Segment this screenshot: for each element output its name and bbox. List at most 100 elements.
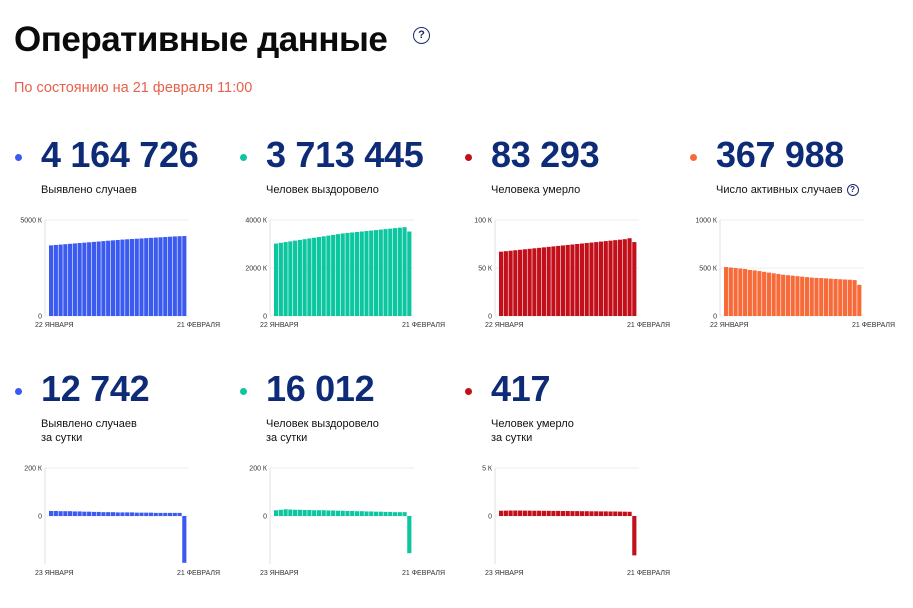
bar: [153, 512, 158, 516]
bar: [551, 510, 556, 516]
bar: [335, 234, 341, 316]
bar: [762, 271, 767, 316]
chart-total-recovered: 0 2000 К 4000 К 22 ЯНВАРЯ 21 ФЕВРАЛЯ: [245, 218, 445, 330]
bar: [278, 509, 283, 516]
bar: [120, 239, 125, 316]
bar: [513, 510, 518, 516]
chart-daily-deaths: 0 5 К 23 ЯНВАРЯ 21 ФЕВРАЛЯ: [482, 466, 670, 578]
x-tick-label: 21 ФЕВРАЛЯ: [402, 322, 445, 329]
bar: [527, 248, 532, 316]
y-tick-label: 5 К: [482, 466, 493, 473]
bar: [297, 239, 302, 316]
bar: [288, 241, 293, 316]
bar: [532, 248, 537, 316]
bar: [321, 510, 326, 516]
bar: [388, 511, 393, 516]
question-circle-icon[interactable]: ?: [413, 27, 430, 44]
bar: [781, 274, 786, 316]
chart-daily-cases: 0 200 К 23 ЯНВАРЯ 21 ФЕВРАЛЯ: [24, 466, 220, 578]
bar: [326, 235, 331, 316]
card-value: 4 164 726: [41, 134, 199, 175]
bar: [359, 511, 364, 516]
bar: [153, 237, 158, 316]
bar: [129, 512, 135, 516]
bar: [508, 250, 513, 316]
bar: [115, 239, 120, 316]
series-dot: [465, 388, 472, 395]
chart-total-cases: 0 5000 К 22 ЯНВАРЯ 21 ФЕВРАЛЯ: [20, 218, 220, 330]
bar: [570, 511, 575, 516]
bar: [110, 512, 116, 516]
bar: [814, 277, 819, 316]
bar: [541, 510, 546, 516]
bar: [766, 272, 771, 316]
y-tick-label: 4000 К: [245, 218, 268, 225]
series-dot: [15, 154, 22, 161]
bar: [608, 511, 613, 516]
bar: [274, 510, 279, 516]
bar: [307, 238, 312, 316]
card-value: 417: [491, 368, 551, 409]
bar: [163, 512, 168, 516]
bar: [819, 278, 824, 316]
bar: [144, 512, 149, 516]
card-label-period: за сутки: [266, 432, 308, 444]
x-tick-label: 21 ФЕВРАЛЯ: [627, 322, 670, 329]
series-dot: [240, 154, 247, 161]
bar: [407, 231, 412, 316]
bar: [397, 227, 402, 316]
bar: [383, 229, 388, 316]
x-tick-label: 22 ЯНВАРЯ: [710, 322, 749, 329]
bar: [627, 238, 632, 316]
bar: [283, 242, 288, 316]
bar: [402, 227, 407, 316]
bar: [326, 510, 331, 516]
x-tick-label: 21 ФЕВРАЛЯ: [177, 322, 220, 329]
bar: [340, 233, 345, 316]
bar: [560, 245, 566, 316]
bar: [101, 241, 106, 316]
bar: [182, 236, 187, 316]
bar: [613, 240, 618, 316]
bar: [91, 241, 96, 316]
bar: [134, 512, 139, 516]
bar: [833, 278, 838, 316]
chart-total-deaths: 0 50 К 100 К 22 ЯНВАРЯ 21 ФЕВРАЛЯ: [474, 218, 670, 330]
bar: [575, 244, 580, 316]
bar: [369, 511, 374, 516]
bar: [139, 238, 144, 316]
y-tick-label: 200 К: [24, 466, 43, 473]
x-tick-label: 21 ФЕВРАЛЯ: [402, 570, 445, 577]
bar: [388, 228, 393, 316]
chart-daily-recovered: 0 200 К 23 ЯНВАРЯ 21 ФЕВРАЛЯ: [249, 466, 445, 578]
bar: [120, 512, 125, 516]
bar: [274, 243, 279, 316]
bar: [617, 239, 623, 316]
card-label: Человек выздоровело: [266, 418, 379, 430]
bar: [541, 247, 546, 316]
x-tick-label: 22 ЯНВАРЯ: [35, 322, 74, 329]
bar: [364, 231, 369, 316]
bar: [613, 511, 618, 516]
bar: [556, 510, 561, 516]
bar: [354, 232, 360, 316]
bar: [172, 512, 177, 516]
y-tick-label: 0: [488, 514, 492, 521]
bar: [752, 270, 757, 316]
bar: [177, 236, 182, 316]
bar: [584, 511, 589, 516]
bar: [785, 275, 791, 316]
bar: [283, 509, 288, 516]
question-circle-icon[interactable]: ?: [846, 184, 859, 196]
bar: [58, 244, 63, 316]
bar: [101, 512, 106, 516]
bar: [402, 512, 407, 516]
bar: [823, 278, 829, 316]
bar: [828, 278, 833, 316]
bar: [373, 230, 379, 316]
bar: [575, 511, 580, 516]
bar: [632, 516, 637, 556]
bar: [350, 232, 355, 316]
bar: [522, 510, 527, 516]
bar: [96, 511, 101, 516]
